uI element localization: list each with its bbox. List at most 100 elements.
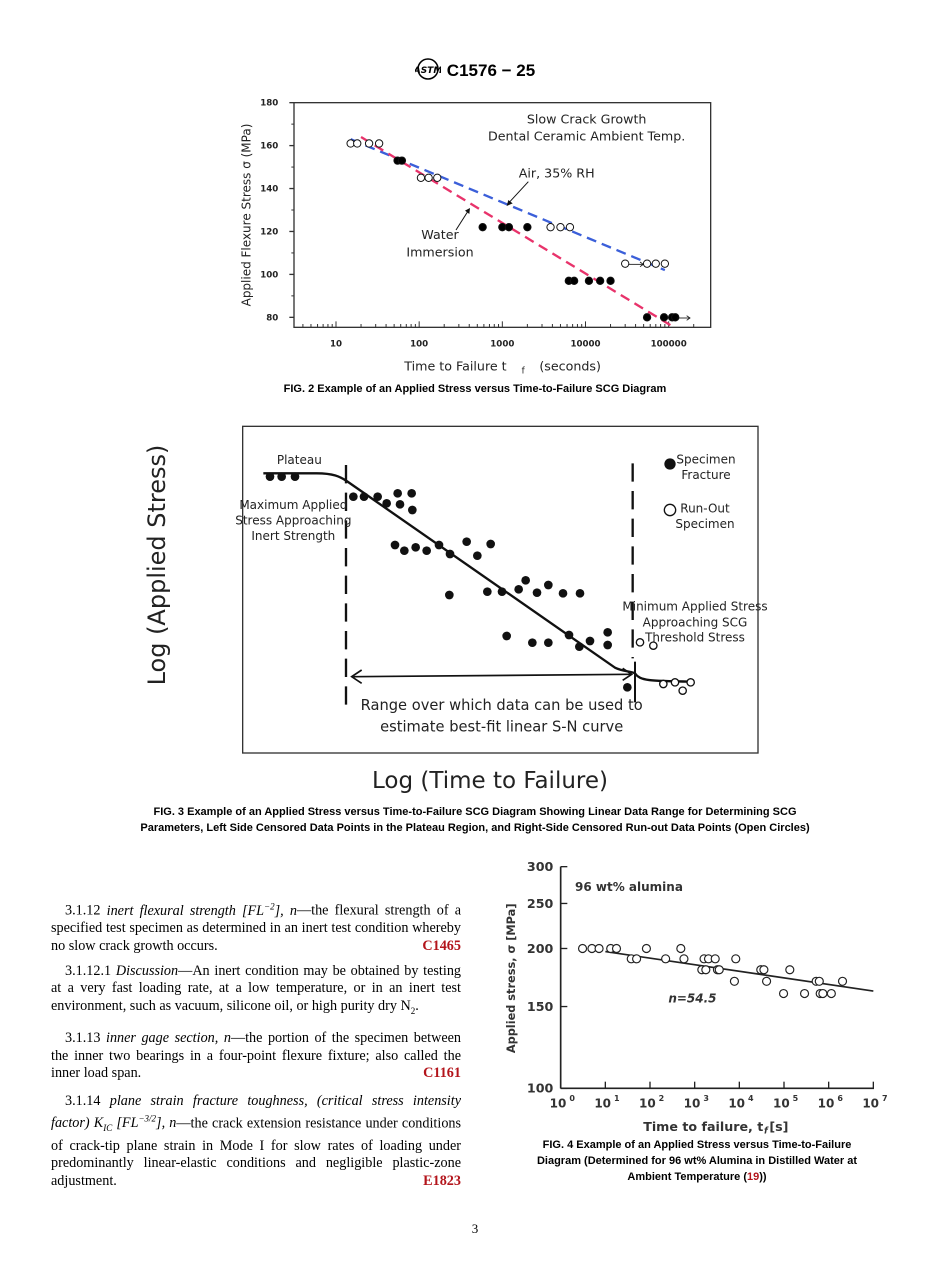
runout-point [678,686,687,695]
data-point-filled [659,313,669,322]
data-point-open [594,943,604,954]
fracture-point [434,540,444,550]
data-point-filled [569,276,579,286]
data-point-open [778,988,789,999]
fracture-point [473,551,482,560]
data-point-open [731,954,741,964]
term: plane strain fracture toughness, (critic… [51,1092,461,1132]
min-note-line3: Threshold Stress [644,631,745,645]
reference-link[interactable]: E1823 [423,1172,461,1189]
fracture-point [528,638,537,647]
x-tick-label: 10 [862,1097,879,1111]
data-point-open [826,988,836,999]
superscript: −3/2 [138,1113,157,1124]
y-tick-label: 120 [260,227,278,237]
x-tick-label: 1000 [490,340,514,350]
y-axis-label: Applied Flexure Stress σ (MPa) [240,124,254,307]
x-axis-label-subscript: f [522,366,526,376]
y-tick-label: 250 [527,896,554,911]
subscript: 2 [410,1005,416,1016]
y-tick-label: 300 [527,859,554,874]
range-arrow [353,673,631,678]
page-header: ASTM C1576 − 25 [0,58,950,81]
y-tick-label: 200 [527,941,554,956]
fracture-point [265,472,275,481]
reference-link[interactable]: C1161 [423,1065,461,1082]
data-point-open [556,223,565,232]
runout-point [670,677,680,687]
data-point-open [632,954,642,964]
fracture-point [400,546,409,555]
term: inner gage section, n [106,1030,231,1047]
annotation-air: Air, 35% RH [519,165,595,180]
fracture-point [349,492,358,501]
data-point-open [814,976,824,986]
runout-point [648,641,658,650]
data-point-open [374,139,384,148]
section-number: 3.1.14 [65,1092,110,1109]
x-tick-label: 10 [594,1097,611,1111]
max-note-line3: Inert Strength [251,529,335,543]
reference-link[interactable]: C1465 [422,937,461,954]
max-note-line2: Stress Approaching [235,514,351,528]
fig2-caption: FIG. 2 Example of an Applied Stress vers… [283,383,667,395]
annotation-arrow-water [455,210,469,231]
caption-text: ) [762,1171,767,1183]
arrowhead [465,208,470,214]
discussion-3-1-12-1: 3.1.12.1 Discussion—An inert condition m… [51,963,461,1021]
caption-line: Ambient Temperature (19)) [490,1169,904,1185]
caption-line: FIG. 3 Example of an Applied Stress vers… [153,806,797,818]
term: ], n [156,1115,177,1132]
y-tick-label: 160 [260,142,278,152]
fracture-point [558,589,568,598]
max-note-line1: Maximum Applied [239,498,347,512]
arrowhead-left [350,669,363,685]
chart-title-line1: Slow Crack Growth [527,111,647,126]
fracture-point [359,492,369,501]
fracture-point [532,588,542,597]
data-point-open [565,223,575,232]
definition-3-1-13: 3.1.13 inner gage section, n—the portion… [51,1030,461,1083]
x-tick-exponent: 7 [882,1094,888,1103]
data-point-open [761,976,772,986]
y-axis-label: Applied stress, σ [MPa] [504,903,518,1053]
data-point-open [660,259,670,268]
fracture-point [422,546,431,555]
data-point-filled [523,223,532,232]
term: [FL [112,1115,139,1132]
section-number: 3.1.13 [65,1030,106,1047]
y-tick-label: 140 [260,185,278,195]
x-tick-label: 10 [728,1097,745,1111]
fracture-point [382,499,391,508]
arrowhead [686,315,691,321]
fracture-point [390,540,400,550]
runout-point [635,637,645,647]
legend-runout-line1: Run-Out [680,501,730,515]
fracture-point [603,640,612,650]
superscript: −2 [264,901,275,911]
x-tick-label: 10 [818,1097,835,1111]
data-point-filled [671,313,680,322]
fig3-diagram: Plateau Maximum Applied Stress Approachi… [235,425,768,754]
legend-fracture-line2: Fracture [681,468,730,482]
reference-link[interactable]: 19 [747,1171,760,1183]
runout-point [686,677,695,687]
fracture-point [407,489,416,498]
section-number: 3.1.12.1 [65,962,116,979]
x-axis-label: Time to Failure t [403,359,506,374]
data-point-filled [504,223,514,232]
fracture-point [575,642,584,651]
fracture-point [483,587,492,596]
x-tick-label: 10 [684,1097,701,1111]
body-text-column: 3.1.12 inert flexural strength [FL−2], n… [51,898,461,1197]
annotation-arrow-air [507,181,529,204]
legend-fracture-line1: Specimen [676,452,735,466]
designation: C1576 − 25 [446,61,536,80]
fit-line [360,136,676,330]
data-point-open [577,943,588,954]
caption-text: ) [759,1171,763,1183]
fracture-point [395,500,405,509]
fracture-point [408,505,417,515]
